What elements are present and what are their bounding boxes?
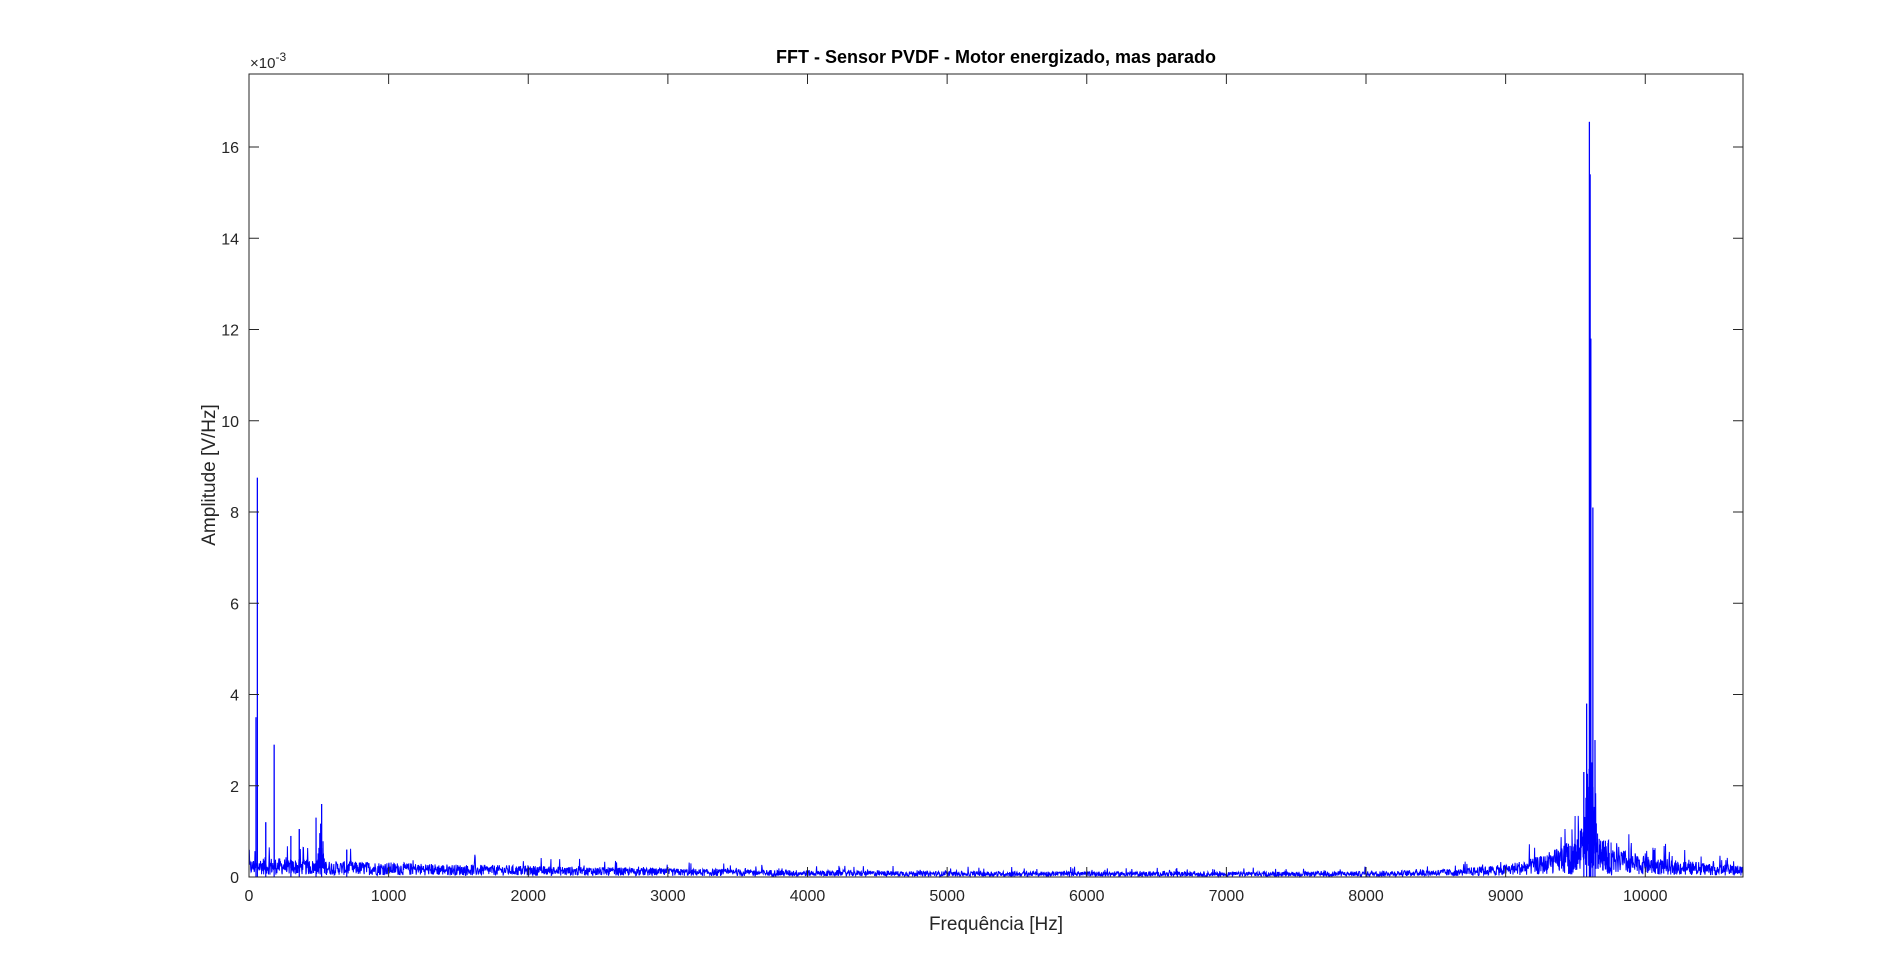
x-tick-label: 7000 (1209, 888, 1245, 905)
y-axis-label: Amplitude [V/Hz] (199, 404, 220, 546)
axes-box (248, 73, 1744, 878)
x-tick-label: 6000 (1069, 888, 1105, 905)
x-tick-label: 10000 (1623, 888, 1668, 905)
y-tick-label: 10 (221, 414, 239, 431)
y-exponent-power: -3 (275, 50, 286, 64)
y-tick-label: 0 (230, 870, 239, 887)
x-axis-ticks: 0 1000 2000 3000 4000 5000 6000 7000 8000 9000 100… (245, 74, 1668, 905)
x-tick-label: 2000 (510, 888, 546, 905)
x-tick-label: 0 (245, 888, 254, 905)
y-exponent-base: ×10 (250, 55, 275, 72)
x-tick-label: 4000 (790, 888, 826, 905)
y-tick-label: 4 (230, 688, 239, 705)
y-tick-label: 16 (221, 140, 239, 157)
x-tick-label: 5000 (929, 888, 965, 905)
y-tick-label: 8 (230, 505, 239, 522)
spectrum-line (248, 121, 1744, 879)
chart-title: FFT - Sensor PVDF - Motor energizado, ma… (776, 47, 1216, 67)
x-tick-label: 9000 (1488, 888, 1524, 905)
x-tick-label: 8000 (1348, 888, 1384, 905)
x-tick-label: 3000 (650, 888, 686, 905)
series-layer (248, 121, 1744, 879)
y-tick-label: 6 (230, 596, 239, 613)
y-axis-ticks: 0 2 4 6 8 10 12 14 16 (221, 140, 1743, 887)
x-axis-label: Frequência [Hz] (929, 914, 1063, 935)
plot-area (249, 74, 1743, 877)
y-tick-label: 12 (221, 323, 239, 340)
y-tick-label: 14 (221, 231, 239, 248)
y-tick-label: 2 (230, 779, 239, 796)
x-tick-label: 1000 (371, 888, 407, 905)
y-exponent-label: ×10-3 (250, 50, 286, 72)
